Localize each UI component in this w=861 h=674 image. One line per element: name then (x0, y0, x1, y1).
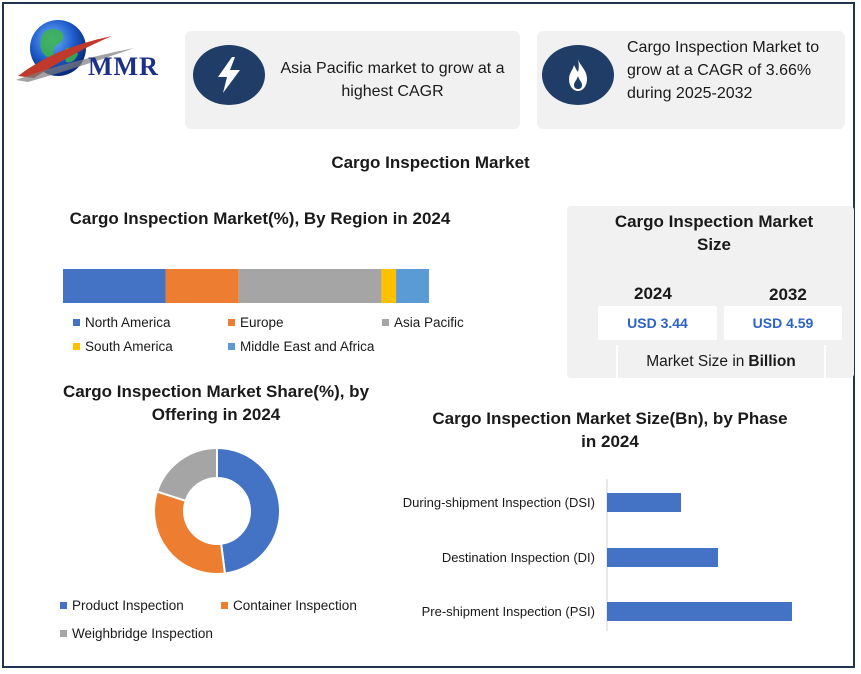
region-chart-title: Cargo Inspection Market(%), By Region in… (69, 209, 451, 228)
unit-bold: Billion (748, 352, 796, 370)
card-1-line-1: Asia Pacific market to grow at a (280, 60, 505, 77)
legend-asia-pacific: Asia Pacific (382, 315, 464, 330)
legend-swatch (228, 343, 235, 350)
legend-product-inspection: Product Inspection (60, 598, 184, 613)
globe-logo-icon (16, 20, 134, 82)
legend-swatch (382, 319, 389, 326)
donut-slice-container-inspection (153, 490, 227, 575)
market-size-unit: Market Size in Billion (616, 345, 826, 378)
legend-north-america: North America (73, 315, 171, 330)
offering-chart-title: Cargo Inspection Market Share(%), by Off… (40, 380, 392, 426)
donut-slice-weighbridge-inspection (155, 446, 218, 503)
phase-bar-2 (607, 602, 792, 621)
phase-category-label: Pre-shipment Inspection (PSI) (422, 604, 595, 619)
market-size-title-line-1: Cargo Inspection Market (614, 212, 814, 231)
offering-title-line-1: Cargo Inspection Market Share(%), by (62, 382, 370, 401)
legend-label: South America (85, 339, 173, 354)
year-2024-label: 2024 (634, 284, 672, 303)
market-size-title: Cargo Inspection Market Size (567, 210, 861, 256)
card-2-line-3: during 2025-2032 (627, 85, 753, 102)
highlight-card-cagr: Cargo Inspection Market to grow at a CAG… (537, 31, 845, 129)
donut-slice-product-inspection (216, 446, 281, 575)
legend-swatch (73, 319, 80, 326)
legend-label: Europe (240, 315, 284, 330)
legend-europe: Europe (228, 315, 284, 330)
value-2024: USD 3.44 (598, 306, 717, 340)
phase-bar-0 (607, 493, 681, 512)
mmr-logo: MMR (14, 18, 174, 84)
phase-category-label: Destination Inspection (DI) (442, 550, 595, 565)
flame-icon (542, 45, 614, 105)
unit-prefix: Market Size in (646, 352, 745, 370)
phase-category-label: During-shipment Inspection (DSI) (403, 495, 595, 510)
market-size-title-line-2: Size (696, 235, 732, 254)
offering-donut-chart (153, 446, 281, 575)
legend-label: Middle East and Africa (240, 339, 375, 354)
brand-name: MMR (88, 52, 159, 81)
legend-swatch (228, 319, 235, 326)
card-1-line-2: highest CAGR (341, 83, 444, 100)
highlight-card-asia-pacific: Asia Pacific market to grow at a highest… (185, 31, 520, 129)
value-2032: USD 4.59 (724, 306, 842, 340)
phase-title-line-1: Cargo Inspection Market Size(Bn), by Pha… (432, 409, 788, 428)
phase-bar-1 (607, 548, 718, 567)
card-2-text: Cargo Inspection Market to grow at a CAG… (627, 36, 842, 105)
legend-south-america: South America (73, 339, 173, 354)
legend-middle-east-africa: Middle East and Africa (228, 339, 374, 354)
legend-swatch (60, 602, 67, 609)
card-2-line-1: Cargo Inspection Market to (627, 39, 820, 56)
card-2-line-2: grow at a CAGR of 3.66% (627, 62, 812, 79)
phase-chart-title: Cargo Inspection Market Size(Bn), by Pha… (420, 407, 800, 453)
lightning-bolt-icon (193, 45, 265, 105)
legend-label: Asia Pacific (394, 315, 464, 330)
legend-label: Product Inspection (72, 598, 184, 613)
phase-bar-chart: During-shipment Inspection (DSI) Destinat… (403, 479, 792, 631)
phase-title-line-2: in 2024 (581, 432, 639, 451)
main-title: Cargo Inspection Market (331, 153, 530, 172)
legend-swatch (73, 343, 80, 350)
legend-label: North America (85, 315, 171, 330)
legend-swatch (221, 602, 228, 609)
legend-swatch (60, 630, 67, 637)
legend-label: Container Inspection (233, 598, 357, 613)
legend-weighbridge-inspection: Weighbridge Inspection (60, 626, 213, 641)
card-1-text: Asia Pacific market to grow at a highest… (270, 57, 515, 103)
infographic-frame (2, 2, 855, 668)
year-2032-label: 2032 (769, 285, 807, 304)
offering-title-line-2: Offering in 2024 (151, 405, 281, 424)
legend-label: Weighbridge Inspection (72, 626, 213, 641)
legend-container-inspection: Container Inspection (221, 598, 357, 613)
